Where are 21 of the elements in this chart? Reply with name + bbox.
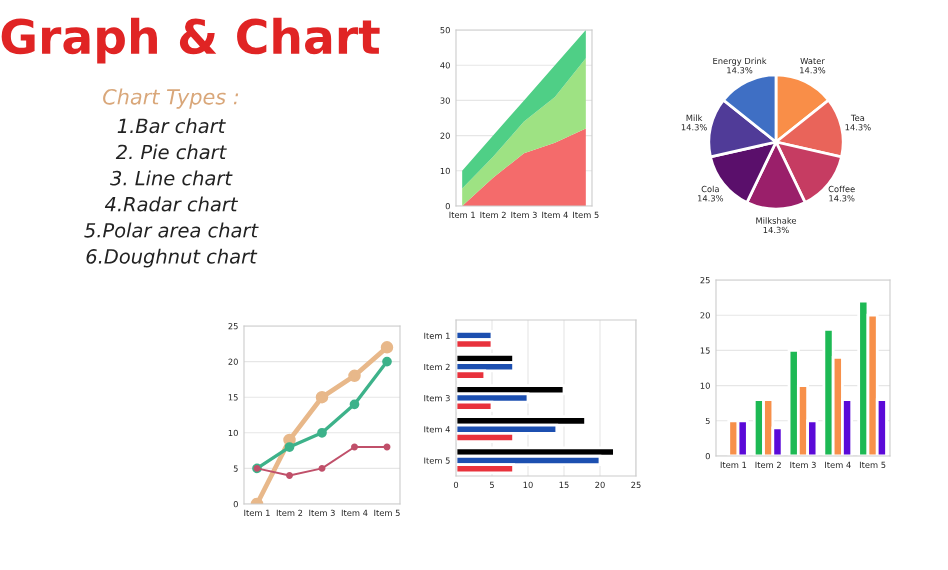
point <box>383 443 391 451</box>
point <box>348 369 361 383</box>
point <box>380 341 394 354</box>
point <box>284 442 295 452</box>
bar <box>456 338 494 350</box>
point <box>317 427 327 438</box>
point <box>286 472 293 479</box>
text: 6.Doughnut chart <box>86 248 258 268</box>
point <box>382 356 392 367</box>
point <box>349 399 360 410</box>
point <box>351 443 358 451</box>
text: 4.Radar chart <box>104 196 239 212</box>
text: 5.Polar area chart <box>84 222 259 238</box>
text: 1.Bar chart <box>117 118 226 134</box>
text: 2. Pie chart <box>115 144 227 160</box>
text: 3. Line chart <box>110 170 233 186</box>
bar <box>456 361 515 373</box>
text: Graph & Chart <box>1 17 380 64</box>
point <box>315 390 329 404</box>
text: Chart Types : <box>103 88 239 109</box>
point <box>318 464 326 472</box>
